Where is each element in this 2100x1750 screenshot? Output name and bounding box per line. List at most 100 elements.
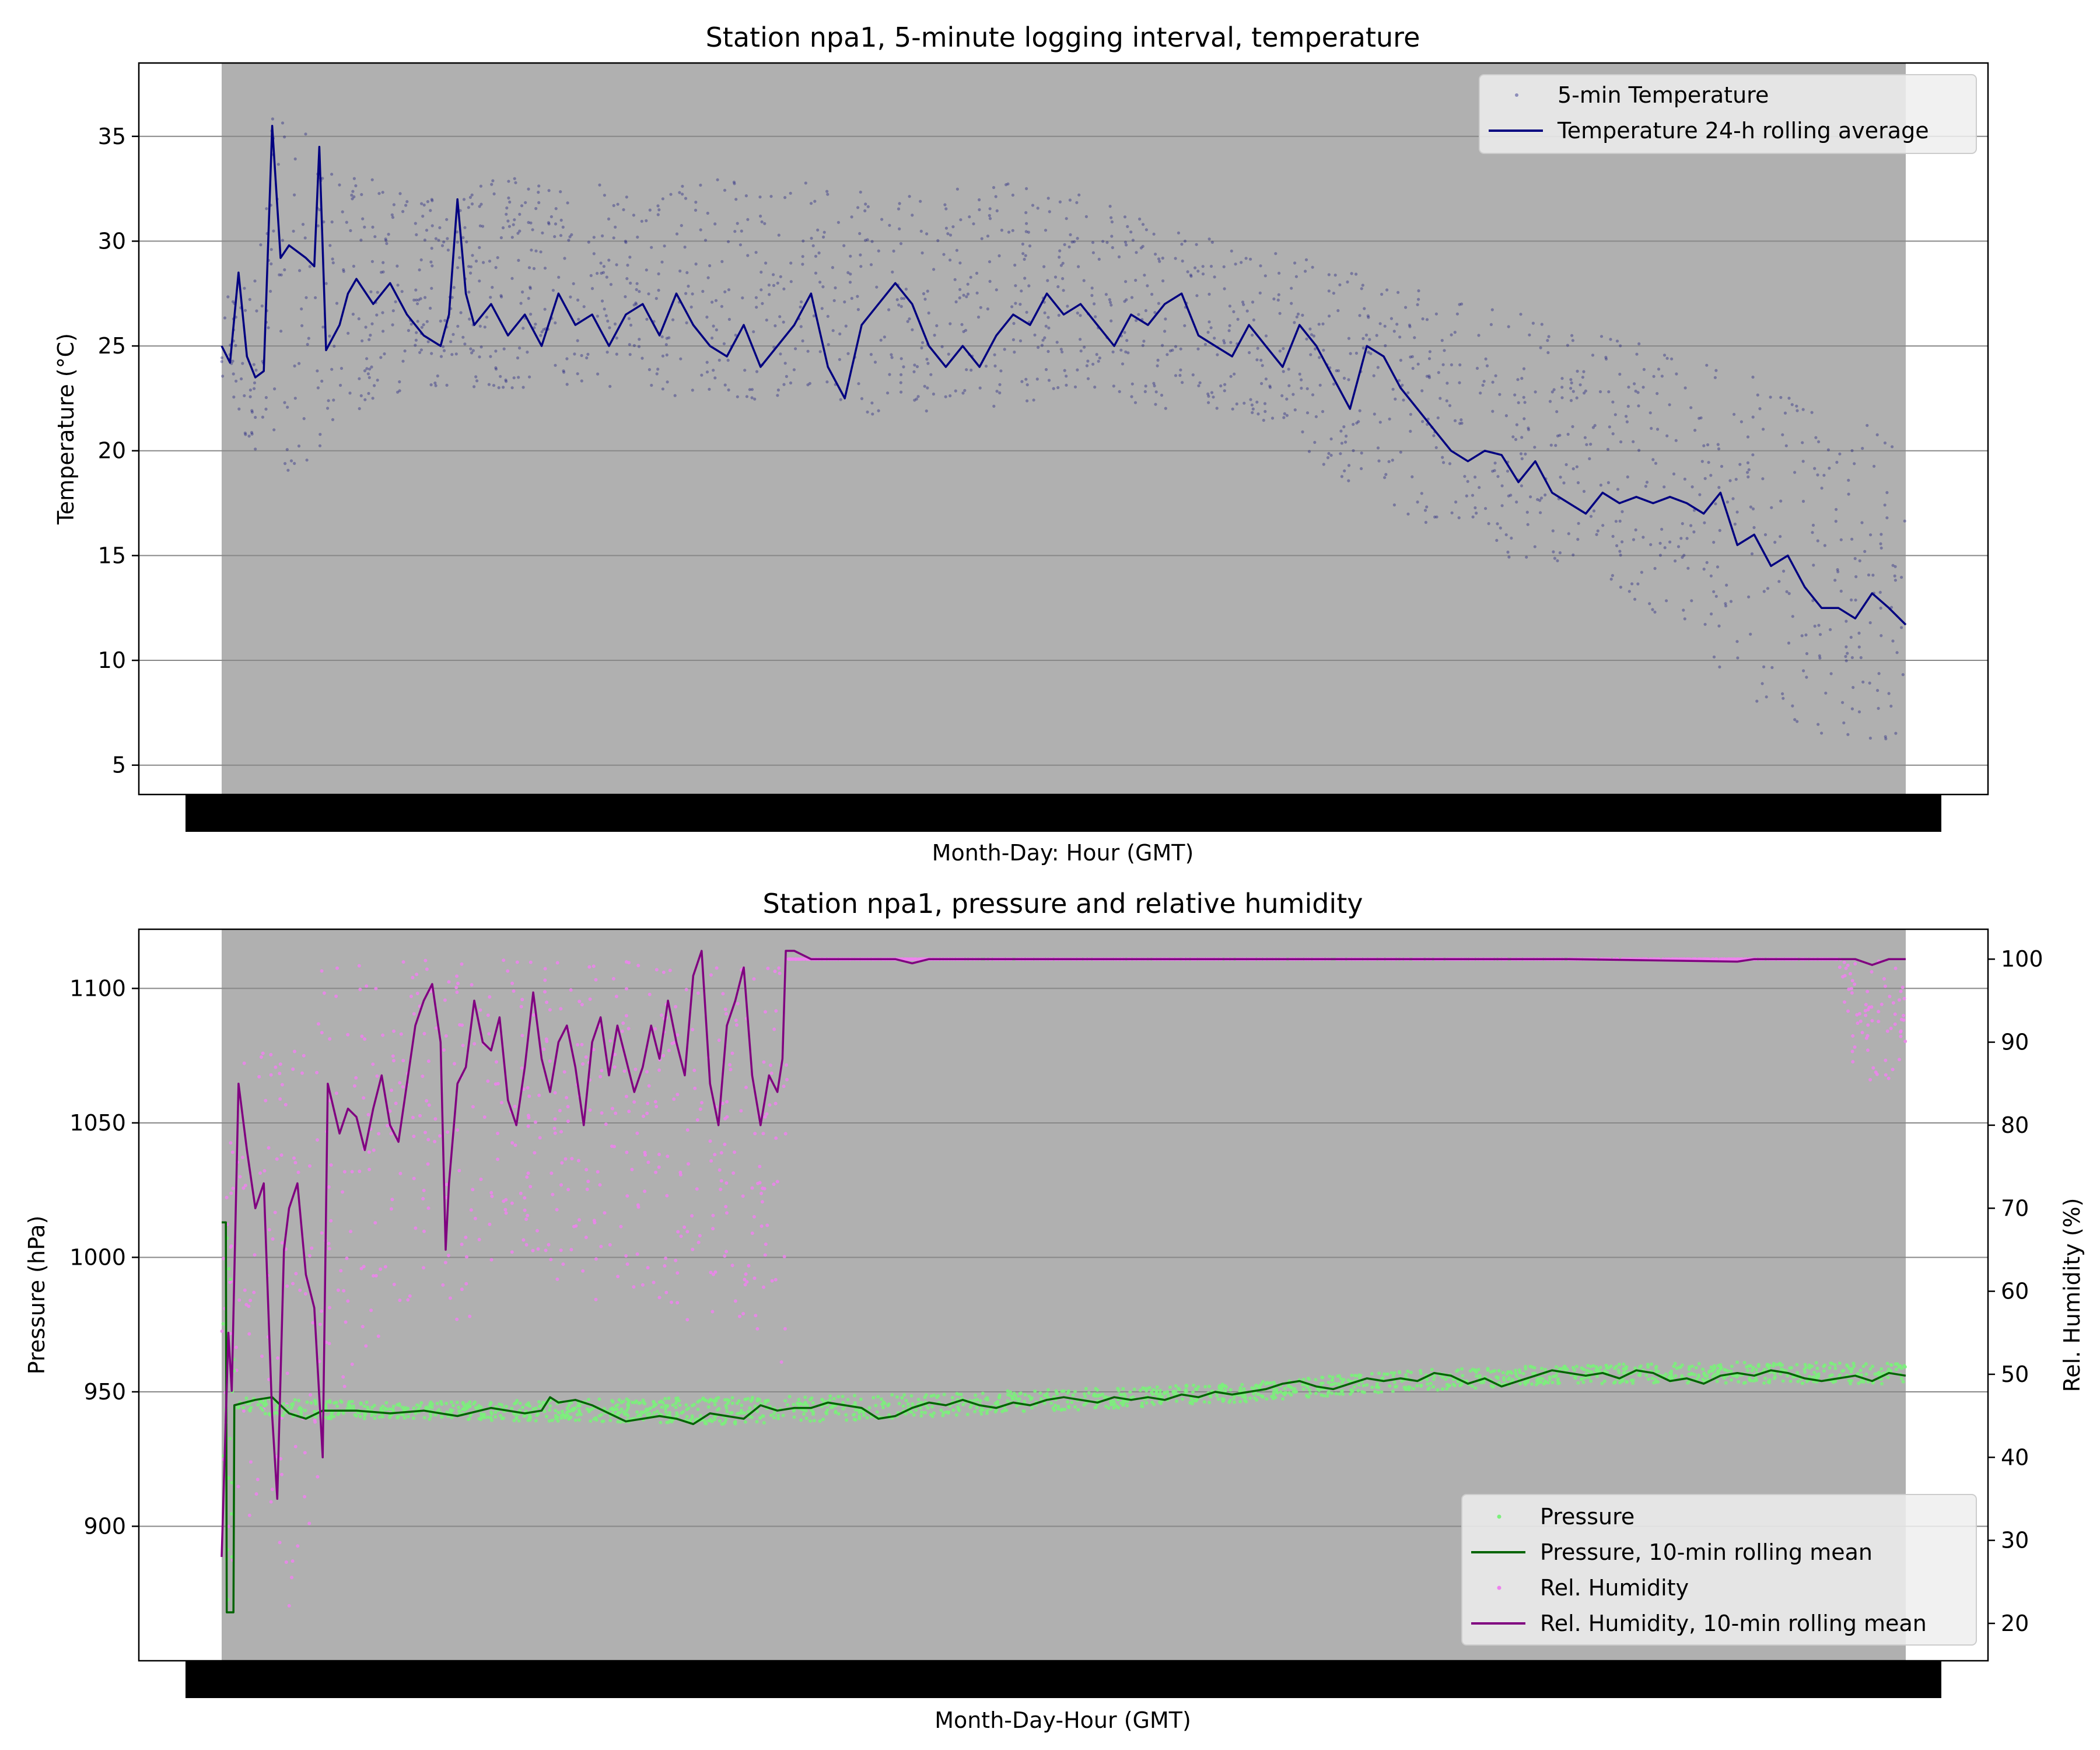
data-point [1093,1392,1097,1396]
data-point [657,208,661,212]
data-point [754,1314,758,1318]
data-point [445,218,449,221]
data-point [548,1404,552,1408]
data-point [672,1041,676,1045]
data-point [1859,1368,1863,1373]
data-point [914,1408,918,1412]
data-point [839,398,842,401]
data-point [554,207,558,211]
data-point [1158,260,1161,263]
data-point [1714,502,1717,506]
data-point [1619,554,1622,557]
data-point [267,1377,271,1381]
data-point [753,397,757,401]
data-point [1663,546,1667,550]
data-point [831,329,835,332]
data-point [1118,390,1121,393]
data-point [1163,330,1167,333]
data-point [755,1327,760,1331]
data-point [1490,308,1494,312]
data-point [580,379,583,383]
data-point [461,236,465,239]
data-point [850,296,853,300]
data-point [1339,429,1343,433]
data-point [231,1186,235,1191]
data-point [504,378,508,382]
data-point [384,237,387,241]
data-point [1601,524,1605,527]
data-point [875,1410,879,1414]
data-point [1752,526,1756,530]
data-point [290,1576,294,1580]
data-point [1021,242,1024,246]
data-point [1280,394,1284,398]
data-point [469,1208,473,1212]
data-point [234,1345,238,1349]
data-point [1804,633,1808,637]
data-point [447,980,451,984]
data-point [611,977,615,981]
data-point [1255,358,1259,362]
data-point [276,1356,279,1360]
data-point [226,295,230,299]
data-point [836,220,840,224]
data-point [913,398,916,402]
data-point [281,121,285,125]
data-point [1687,1380,1691,1384]
data-point [303,236,307,240]
data-point [1305,337,1308,341]
data-point [844,1413,848,1417]
data-point [1884,737,1888,741]
data-point [1125,339,1129,342]
data-point [684,292,688,295]
data-point [1005,1408,1009,1412]
data-point [264,407,268,411]
data-point [1823,544,1826,547]
data-point [1436,416,1440,419]
data-point [345,1256,349,1261]
data-point [373,235,377,239]
data-point [869,263,873,267]
data-point [474,375,478,379]
data-point [1392,330,1396,333]
data-point [1864,1003,1868,1007]
data-point [1293,321,1296,324]
data-point [1357,420,1360,424]
data-point [754,296,758,299]
data-point [279,1153,284,1157]
data-point [1656,428,1660,431]
data-point [510,386,514,390]
data-point [401,1085,405,1089]
data-point [750,396,754,400]
y-tick-label: 15 [98,542,126,568]
data-point [735,1023,738,1027]
data-point [494,1415,498,1419]
data-point [317,1022,320,1026]
data-point [762,1285,765,1289]
data-point [1887,692,1891,695]
data-point [1751,1366,1755,1370]
data-point [670,1300,673,1304]
data-point [866,205,870,208]
data-point [1340,475,1343,478]
data-point [782,1255,786,1259]
data-point [723,1142,727,1146]
data-point [293,364,296,368]
data-point [232,396,236,399]
data-point [399,1032,403,1036]
data-point [1261,364,1264,368]
data-point [430,224,434,228]
data-point [955,249,958,252]
data-point [891,270,894,274]
data-point [713,1270,718,1274]
data-point [368,368,372,371]
data-point [1717,624,1721,628]
data-point [346,1403,351,1407]
data-point [555,1208,559,1212]
data-point [1406,1385,1410,1389]
data-point [1208,1401,1212,1405]
data-point [1648,602,1651,606]
data-point [520,204,524,208]
data-point [645,268,648,272]
data-point [1458,363,1462,367]
